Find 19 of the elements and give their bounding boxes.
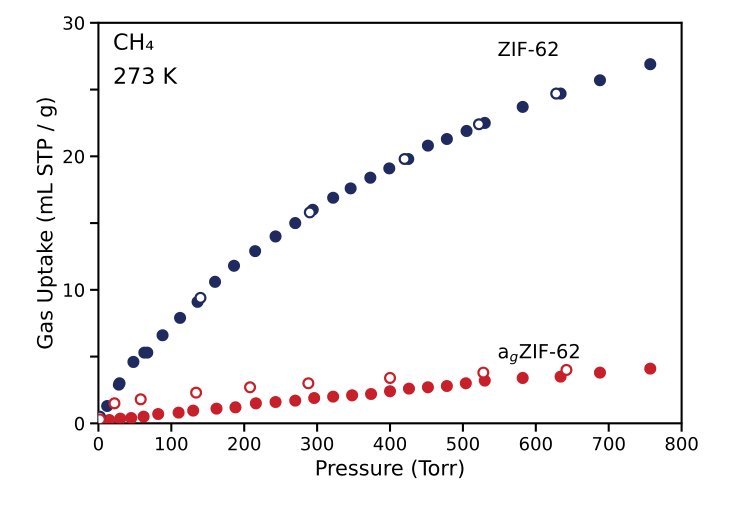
- annotation: 273 K: [114, 67, 178, 84]
- y-axis-title: Gas Uptake (mL STP / g): [36, 98, 57, 349]
- y-tick-label: 30: [64, 16, 84, 30]
- x-tick-label: 500: [447, 436, 479, 451]
- y-tick-label: 10: [64, 283, 84, 297]
- x-tick-label: 800: [666, 436, 698, 451]
- y-tick-label: 0: [74, 416, 84, 430]
- x-tick-label: 700: [592, 436, 625, 451]
- x-tick-label: 100: [156, 436, 188, 451]
- series-label: ZIF-62: [498, 42, 558, 56]
- annotation: CH₄: [114, 33, 154, 50]
- x-tick-label: 300: [301, 436, 334, 451]
- x-tick-label: 400: [374, 436, 406, 451]
- x-tick-label: 0: [94, 436, 103, 451]
- x-axis-title: Pressure (Torr): [316, 460, 464, 478]
- x-tick-label: 200: [228, 436, 260, 451]
- y-tick-label: 20: [64, 150, 84, 164]
- x-tick-label: 600: [520, 436, 552, 451]
- series-label: a$_{g}$ZIF-62: [498, 344, 579, 364]
